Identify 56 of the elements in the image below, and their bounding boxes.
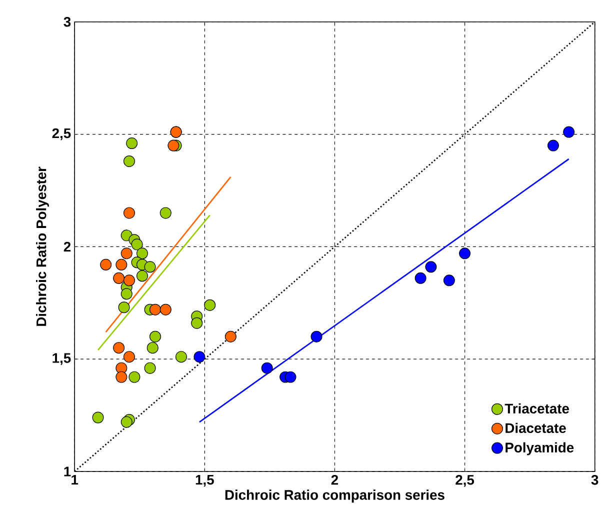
point bbox=[123, 207, 135, 219]
y-tick-label: 2 bbox=[64, 242, 71, 252]
point bbox=[459, 248, 471, 260]
point bbox=[116, 371, 128, 383]
point bbox=[116, 258, 128, 270]
point bbox=[92, 412, 104, 424]
y-tick-label: 1 bbox=[64, 466, 71, 476]
point bbox=[136, 248, 148, 260]
point bbox=[123, 274, 135, 286]
legend-label: Triacetate bbox=[504, 403, 569, 414]
point bbox=[128, 371, 140, 383]
point bbox=[131, 238, 143, 250]
point bbox=[443, 274, 455, 286]
point bbox=[284, 371, 296, 383]
point bbox=[310, 330, 322, 342]
point bbox=[100, 258, 112, 270]
point bbox=[176, 350, 188, 362]
point bbox=[547, 140, 559, 152]
legend-label: Polyamide bbox=[506, 442, 574, 456]
point bbox=[136, 270, 148, 282]
point bbox=[168, 140, 180, 152]
point bbox=[144, 362, 156, 374]
point bbox=[120, 248, 132, 260]
x-tick-label: 2,5 bbox=[456, 474, 474, 487]
point bbox=[194, 350, 206, 362]
point bbox=[113, 272, 125, 284]
point bbox=[149, 304, 161, 316]
legend-label: Diacetate bbox=[506, 422, 566, 433]
point bbox=[224, 330, 236, 342]
y-tick-label: 1,5 bbox=[52, 353, 71, 365]
point bbox=[113, 342, 125, 354]
point bbox=[160, 304, 172, 316]
point bbox=[144, 261, 156, 273]
point bbox=[160, 207, 172, 219]
point bbox=[118, 302, 130, 314]
point bbox=[146, 342, 158, 354]
y-axis-title: Dichroic Ratio Polyester bbox=[36, 166, 49, 326]
x-tick-label: 3 bbox=[591, 474, 598, 485]
point bbox=[425, 261, 437, 273]
y-tick-label: 3 bbox=[64, 16, 71, 27]
point bbox=[191, 317, 203, 329]
y-tick-label: 2,5 bbox=[52, 128, 71, 140]
x-tick-label: 2 bbox=[331, 474, 338, 485]
point bbox=[123, 155, 135, 167]
point bbox=[120, 416, 132, 428]
x-axis-title: Dichroic Ratio comparison series bbox=[225, 490, 444, 502]
point bbox=[563, 126, 575, 138]
point bbox=[123, 350, 135, 362]
point bbox=[204, 299, 216, 311]
point bbox=[261, 362, 273, 374]
point bbox=[414, 272, 426, 284]
point bbox=[149, 330, 161, 342]
point bbox=[120, 288, 132, 300]
x-tick-label: 1,5 bbox=[196, 474, 214, 487]
x-tick-label: 1 bbox=[72, 474, 78, 484]
point bbox=[126, 137, 138, 149]
